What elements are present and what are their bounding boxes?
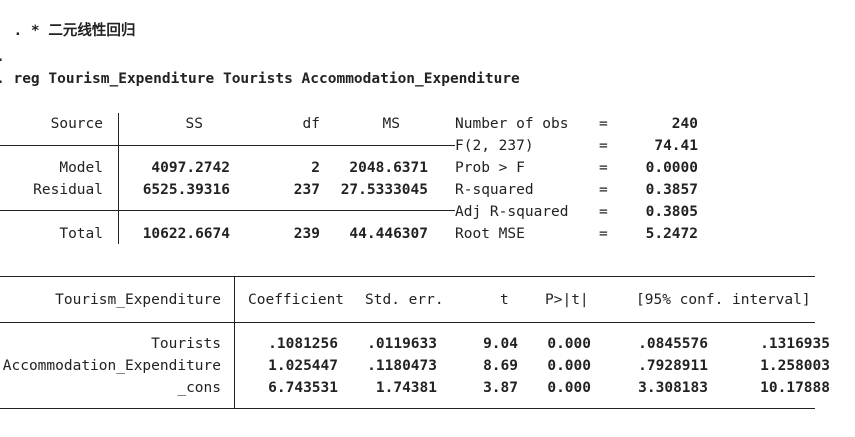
coef-t-tourists: 9.04 [483,336,518,352]
coef-se-cons: 1.74381 [375,380,437,396]
anova-header-ms: MS [382,116,400,132]
coef-header-ci: [95% conf. interval] [636,292,811,308]
coef-coef-accommodation: 1.025447 [268,358,338,374]
coef-p-tourists: 0.000 [547,336,591,352]
coef-var-cons: _cons [177,380,221,396]
coef-divider [234,276,235,409]
anova-source-model: Model [59,160,103,176]
stat-eq-r2: = [599,182,608,198]
coef-header-se: Std. err. [365,292,444,308]
coef-coef-cons: 6.743531 [268,380,338,396]
stat-label-nobs: Number of obs [455,116,569,132]
stat-value-rmse: 5.2472 [645,226,698,242]
coef-t-accommodation: 8.69 [483,358,518,374]
stat-eq-adjr2: = [599,204,608,220]
stat-value-nobs: 240 [671,116,698,132]
coef-header-p: P>|t| [545,292,589,308]
stat-eq-rmse: = [599,226,608,242]
coef-header-t: t [500,292,509,308]
coef-header-rule [0,322,815,323]
stat-value-probf: 0.0000 [645,160,698,176]
anova-df-residual: 237 [293,182,320,198]
stat-label-adjr2: Adj R-squared [455,204,569,220]
stat-label-f: F(2, 237) [455,138,534,154]
stat-label-r2: R-squared [455,182,534,198]
anova-divider [118,113,119,244]
coef-se-accommodation: .1180473 [367,358,437,374]
comment-line: . * 二元线性回归 [0,4,135,40]
stat-label-probf: Prob > F [455,160,525,176]
coef-header-coef: Coefficient [248,292,345,308]
coef-hi-cons: 10.17888 [760,380,830,396]
coef-hi-tourists: .1316935 [760,336,830,352]
anova-header-ss: SS [185,116,203,132]
anova-source-residual: Residual [33,182,103,198]
coef-p-cons: 0.000 [547,380,591,396]
coef-lo-tourists: .0845576 [638,336,708,352]
coef-bottom-rule [0,408,815,409]
anova-ms-residual: 27.5333045 [340,182,428,198]
coef-hi-accommodation: 1.258003 [760,358,830,374]
comment-text: . * 二元线性回归 [13,23,136,39]
stat-eq-f: = [599,138,608,154]
coef-lo-cons: 3.308183 [638,380,708,396]
coef-t-cons: 3.87 [483,380,518,396]
coef-header-depvar: Tourism_Expenditure [55,292,221,308]
coef-var-tourists: Tourists [151,336,221,352]
anova-header-df: df [302,116,320,132]
anova-total-rule [0,210,455,211]
command-line: . reg Tourism_Expenditure Tourists Accom… [0,71,520,87]
coef-lo-accommodation: .7928911 [638,358,708,374]
anova-header-rule [0,145,455,146]
anova-ms-model: 2048.6371 [349,160,428,176]
anova-ss-residual: 6525.39316 [142,182,230,198]
coef-se-tourists: .0119633 [367,336,437,352]
stat-value-r2: 0.3857 [645,182,698,198]
blank-prompt-line: . [0,48,5,66]
coef-var-accommodation: Accommodation_Expenditure [2,358,221,374]
stat-value-f: 74.41 [654,138,698,154]
anova-ms-total: 44.446307 [349,226,428,242]
stat-value-adjr2: 0.3805 [645,204,698,220]
coef-coef-tourists: .1081256 [268,336,338,352]
stat-eq-nobs: = [599,116,608,132]
anova-df-model: 2 [311,160,320,176]
anova-ss-total: 10622.6674 [142,226,230,242]
anova-header-source: Source [50,116,103,132]
anova-ss-model: 4097.2742 [151,160,230,176]
anova-source-total: Total [59,226,103,242]
anova-df-total: 239 [293,226,320,242]
stat-eq-probf: = [599,160,608,176]
coef-top-rule [0,276,815,277]
coef-p-accommodation: 0.000 [547,358,591,374]
stat-label-rmse: Root MSE [455,226,525,242]
